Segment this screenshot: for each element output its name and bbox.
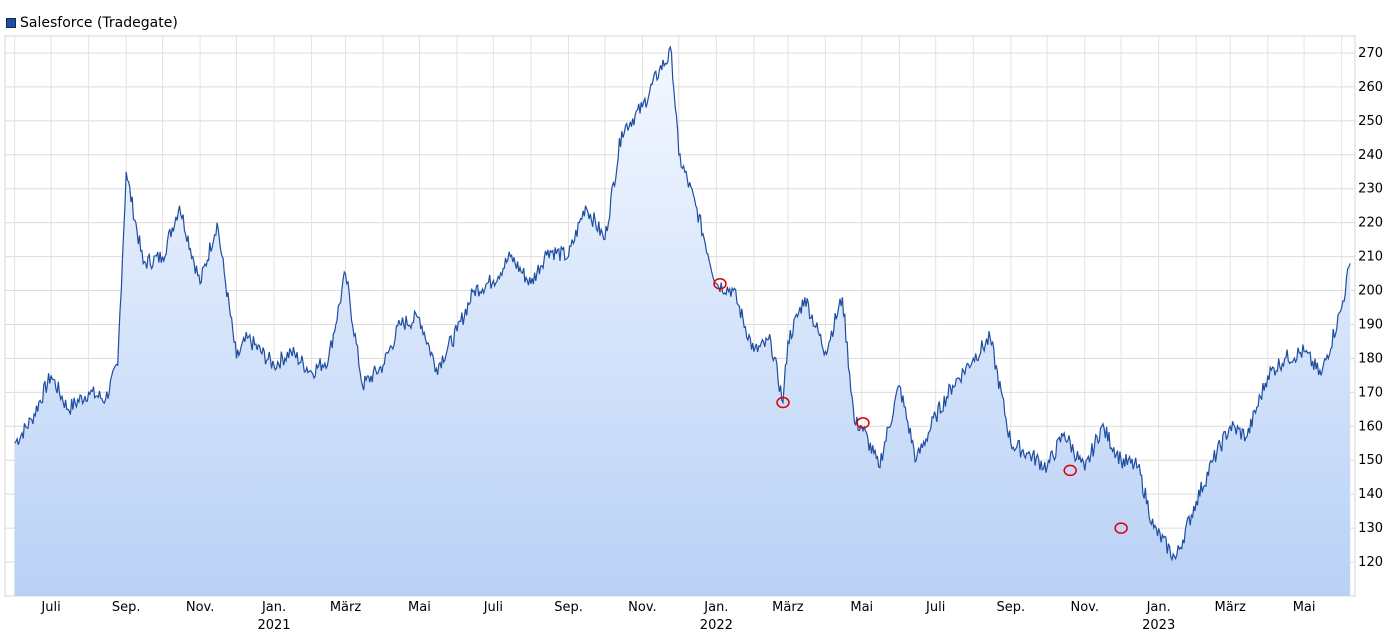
x-tick-label: Sep. — [112, 600, 141, 615]
x-axis-labels: Juli Sep. Nov. Jan. 2021 März Mai Juli Sep. Nov. J… — [40, 600, 1315, 633]
x-tick-label: Mai — [1293, 600, 1316, 615]
x-year-label: 2022 — [700, 618, 733, 633]
x-tick-label: Juli — [483, 600, 503, 615]
x-tick-label: Nov. — [1071, 600, 1100, 615]
area-fill — [14, 47, 1351, 596]
y-tick-label: 210 — [1358, 250, 1383, 265]
legend-swatch — [6, 18, 16, 28]
y-tick-label: 190 — [1358, 317, 1383, 332]
annotation-marker — [1114, 522, 1128, 534]
y-tick-label: 220 — [1358, 216, 1383, 231]
x-tick-label: Sep. — [997, 600, 1026, 615]
y-tick-label: 260 — [1358, 80, 1383, 95]
x-tick-label: Jan. — [261, 600, 286, 615]
x-tick-label: Mai — [408, 600, 431, 615]
x-year-label: 2023 — [1142, 618, 1175, 633]
y-tick-label: 200 — [1358, 284, 1383, 299]
annotation-marker — [1063, 464, 1077, 477]
x-tick-label: Nov. — [186, 600, 215, 615]
y-tick-label: 270 — [1358, 46, 1383, 61]
x-tick-label: März — [1214, 600, 1246, 615]
y-tick-label: 250 — [1358, 114, 1383, 129]
annotation-markers — [713, 278, 1128, 534]
y-tick-label: 240 — [1358, 148, 1383, 163]
legend-label: Salesforce (Tradegate) — [20, 15, 178, 31]
legend: Salesforce (Tradegate) — [6, 14, 178, 32]
y-tick-label: 140 — [1358, 487, 1383, 502]
annotation-marker — [776, 396, 790, 409]
x-tick-label: März — [330, 600, 362, 615]
x-tick-label: März — [772, 600, 804, 615]
y-tick-label: 230 — [1358, 182, 1383, 197]
x-tick-label: Jan. — [703, 600, 728, 615]
y-tick-label: 170 — [1358, 385, 1383, 400]
x-tick-label: Juli — [40, 600, 60, 615]
x-tick-label: Sep. — [554, 600, 583, 615]
x-tick-label: Mai — [850, 600, 873, 615]
x-year-label: 2021 — [257, 618, 290, 633]
y-tick-label: 120 — [1358, 555, 1383, 570]
y-tick-label: 150 — [1358, 453, 1383, 468]
annotation-marker — [856, 417, 870, 429]
y-tick-label: 130 — [1358, 521, 1383, 536]
y-tick-label: 160 — [1358, 419, 1383, 434]
x-tick-label: Nov. — [628, 600, 657, 615]
annotation-marker — [713, 278, 727, 290]
y-tick-label: 180 — [1358, 351, 1383, 366]
x-tick-label: Jan. — [1146, 600, 1171, 615]
y-axis-labels: 120 130 140 150 160 170 180 190 200 210 220 230 240 2… — [1358, 46, 1383, 570]
x-tick-label: Juli — [925, 600, 945, 615]
price-line — [14, 45, 1351, 562]
